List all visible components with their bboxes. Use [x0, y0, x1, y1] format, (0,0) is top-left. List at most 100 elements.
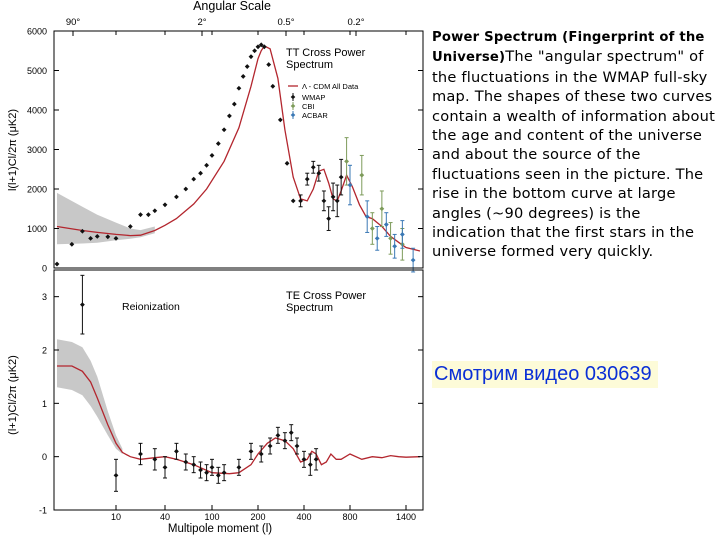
tt-wmap-point	[252, 48, 257, 54]
tt-wmap-point	[240, 74, 246, 79]
tt-wmap-point	[261, 44, 267, 50]
te-y-axis-label: (l+1)Cl/2π (μK2)	[7, 355, 19, 435]
legend-label: WMAP	[302, 93, 325, 102]
legend-label: CBI	[302, 102, 315, 111]
video-link[interactable]: Смотрим видео 030639	[432, 361, 658, 388]
tt-wmap-point	[162, 202, 168, 208]
tt-wmap-point	[304, 176, 310, 182]
tt-wmap-point	[244, 64, 250, 69]
tt-y-tick-label: 6000	[27, 27, 47, 37]
tt-wmap-point	[221, 127, 227, 133]
top-axis-tick-label: 0.5°	[277, 17, 294, 28]
te-plot-frame	[53, 269, 424, 511]
top-axis-ticks: 90° 2° 0.5° 0.2°	[66, 17, 365, 36]
te-wmap-point	[204, 470, 209, 476]
te-x-axis-ticks: 10 40 100 200 400 800 1400	[111, 31, 416, 522]
te-title-line2: Spectrum	[286, 302, 333, 314]
te-wmap-point	[183, 459, 189, 465]
te-y-tick-label: 1	[42, 399, 47, 409]
tt-y-tick-label: 5000	[27, 66, 47, 76]
tt-wmap-point	[80, 228, 85, 234]
tt-wmap-point	[258, 42, 264, 48]
te-y-tick-label: 2	[42, 346, 47, 356]
tt-model-curve	[56, 45, 421, 252]
tt-cbi-point	[379, 206, 385, 212]
tt-wmap-point	[330, 194, 336, 200]
x-axis-tick-label: 400	[296, 512, 311, 522]
tt-wmap-point	[284, 160, 290, 166]
description-text: Power Spectrum (Fingerprint of the Unive…	[432, 27, 717, 262]
te-wmap-point	[282, 438, 288, 444]
te-wmap-point	[267, 443, 273, 449]
te-model-curve	[57, 365, 421, 475]
tt-y-axis-label: l(l+1)Cl/2π (μK2)	[7, 109, 19, 191]
te-wmap-point	[275, 432, 281, 438]
te-wmap-point	[191, 462, 197, 468]
te-wmap-point	[198, 467, 203, 473]
te-band-shape	[57, 339, 123, 454]
tt-wmap-point	[174, 194, 179, 200]
te-y-tick-label: 3	[42, 292, 47, 302]
tt-wmap-point	[204, 162, 209, 168]
te-wmap-point	[221, 470, 227, 476]
x-axis-label: Multipole moment (l)	[168, 523, 272, 535]
te-wmap-point	[162, 464, 168, 470]
legend-label: ACBAR	[302, 111, 328, 120]
tt-title-line1: TT Cross Power	[286, 47, 366, 59]
tt-wmap-point	[316, 170, 322, 176]
tt-data-points	[54, 42, 416, 273]
te-title-line1: TE Cross Power	[286, 290, 366, 302]
tt-wmap-point	[191, 176, 197, 182]
tt-wmap-point	[290, 198, 296, 204]
te-wmap-point	[301, 456, 307, 462]
tt-wmap-point	[277, 117, 283, 123]
tt-y-tick-label: 4000	[27, 106, 47, 116]
tt-wmap-point	[88, 235, 93, 241]
x-axis-tick-label: 100	[204, 512, 219, 522]
te-wmap-point	[313, 456, 319, 462]
tt-wmap-point	[310, 164, 316, 170]
legend-marker	[290, 103, 296, 109]
tt-acbar-point	[383, 222, 389, 227]
tt-wmap-point	[334, 198, 340, 204]
tt-wmap-point	[113, 235, 119, 241]
te-wmap-point	[248, 448, 254, 454]
tt-wmap-point	[145, 212, 151, 218]
top-axis-tick-label: 90°	[66, 17, 81, 28]
reionization-annotation: Reionization	[122, 301, 180, 313]
tt-y-tick-label: 2000	[27, 185, 47, 195]
tt-cbi-point	[369, 226, 375, 231]
te-wmap-point	[288, 430, 294, 436]
tt-wmap-point	[54, 261, 60, 267]
tt-y-tick-label: 0	[42, 264, 47, 274]
te-data-points	[80, 274, 319, 492]
x-axis-tick-label: 800	[342, 512, 357, 522]
tt-wmap-point	[69, 241, 75, 247]
te-y-tick-label: 0	[42, 452, 47, 462]
te-wmap-point	[80, 302, 85, 308]
tt-acbar-point	[410, 257, 416, 263]
top-axis-tick-label: 2°	[197, 17, 206, 28]
tt-wmap-point	[183, 186, 189, 192]
te-wmap-point	[258, 451, 264, 457]
te-y-tick-label: -1	[39, 506, 47, 516]
tt-y-axis-ticks: 0 1000 2000 3000 4000 5000 6000	[27, 27, 423, 274]
tt-y-tick-label: 1000	[27, 224, 47, 234]
tt-wmap-point	[152, 208, 158, 214]
legend-marker	[290, 112, 296, 118]
tt-wmap-point	[227, 113, 232, 119]
te-wmap-point	[138, 451, 143, 457]
tt-wmap-point	[236, 85, 242, 91]
te-model-band	[57, 339, 123, 454]
description-body: The "angular spectrum" of the fluctuatio…	[432, 48, 715, 261]
legend-marker	[290, 94, 296, 100]
tt-wmap-point	[138, 212, 143, 218]
tt-wmap-point	[127, 224, 133, 229]
tt-cbi-point	[388, 235, 393, 241]
tt-wmap-point	[209, 153, 215, 158]
description-title: Power Spectrum (Fingerprint of the Unive…	[432, 30, 705, 66]
tt-acbar-point	[347, 182, 353, 188]
tt-wmap-point	[266, 62, 272, 67]
tt-acbar-point	[364, 214, 370, 220]
